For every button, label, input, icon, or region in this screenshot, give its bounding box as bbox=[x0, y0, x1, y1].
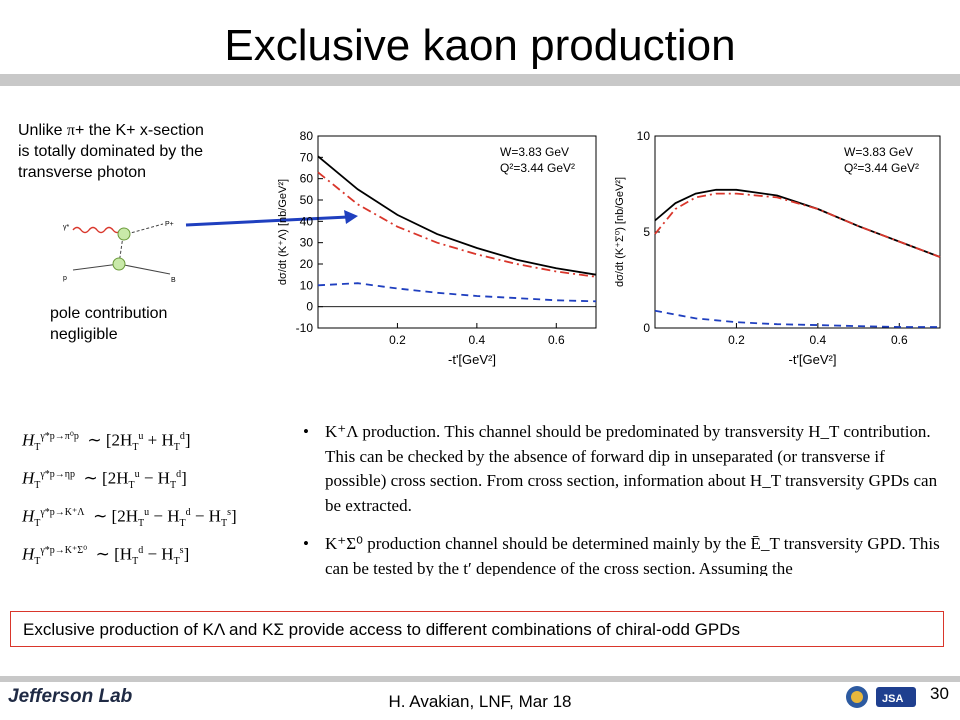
gamma-label: γ* bbox=[63, 224, 70, 231]
left-note-line3: transverse photon bbox=[18, 164, 147, 181]
left-note: Unlike π+ the K+ x-section is totally do… bbox=[18, 120, 258, 183]
baryon-label: B bbox=[171, 277, 176, 284]
x-tick-label: 0.6 bbox=[548, 333, 565, 347]
y-tick-label: -10 bbox=[296, 321, 314, 335]
series-line-dashdot bbox=[654, 192, 941, 258]
y-tick-label: 30 bbox=[300, 236, 314, 250]
y-axis-label: dσ/dt (K⁺Λ) [nb/GeV²] bbox=[277, 179, 289, 285]
pole-note: pole contribution negligible bbox=[50, 303, 250, 345]
annotation-q2: Q²=3.44 GeV² bbox=[500, 161, 575, 175]
x-axis-label: -t'[GeV²] bbox=[448, 352, 496, 367]
jefferson-lab-logo: Jefferson Lab bbox=[8, 686, 133, 707]
equation-2: HTγ*p→K⁺Λ ∼ [2HTu − HTd − HTs] bbox=[22, 506, 237, 530]
y-axis-label: dσ/dt (K⁺Σ⁰) [nb/GeV²] bbox=[615, 177, 626, 287]
series-line-dashdot bbox=[317, 171, 597, 278]
chart-ksigma: 10 5 0 0.2 0.4 0.6 -t'[GeV²] dσ/dt (K⁺Σ⁰) [nb/G… bbox=[615, 129, 941, 367]
svg-text:JSA: JSA bbox=[882, 693, 903, 705]
proton-line bbox=[72, 263, 120, 271]
series-line-solid bbox=[317, 155, 597, 276]
pole-note-line1: pole contribution bbox=[50, 305, 168, 322]
x-tick-label: 0.4 bbox=[810, 333, 827, 347]
y-tick-label: 50 bbox=[300, 193, 314, 207]
series-line-dashed bbox=[654, 309, 940, 328]
y-tick-label: 40 bbox=[300, 214, 314, 228]
y-tick-label: 0 bbox=[643, 321, 650, 335]
equation-3: HTγ*p→K⁺Σ⁰ ∼ [HTd − HTs] bbox=[22, 544, 190, 568]
left-note-line1: Unlike π+ the K+ x-section bbox=[18, 122, 204, 139]
kaon-label: P+ bbox=[165, 221, 174, 228]
title-divider bbox=[0, 74, 960, 86]
bullet-list: • K⁺Λ production. This channel should be… bbox=[300, 420, 950, 595]
y-tick-label: 80 bbox=[300, 129, 314, 143]
pole-note-line2: negligible bbox=[50, 326, 118, 343]
footer-divider bbox=[0, 676, 960, 682]
slide-title: Exclusive kaon production bbox=[224, 21, 736, 70]
series-line-solid bbox=[654, 188, 941, 258]
y-tick-label: 0 bbox=[306, 300, 313, 314]
presenter-line: H. Avakian, LNF, Mar 18 bbox=[388, 692, 572, 711]
page-number: 30 bbox=[930, 684, 949, 703]
bullet-item-klambda: • K⁺Λ production. This channel should be… bbox=[303, 422, 938, 515]
baryon-line bbox=[118, 263, 171, 275]
lab-emblems-icon: JSA bbox=[846, 686, 916, 708]
bullet-item-ksigma: • K⁺Σ⁰ production channel should be dete… bbox=[303, 534, 940, 578]
bullet-text-klambda: K⁺Λ production. This channel should be p… bbox=[325, 422, 938, 515]
annotation-w: W=3.83 GeV bbox=[500, 145, 569, 159]
x-tick-label: 0.2 bbox=[389, 333, 406, 347]
x-axis-label: -t'[GeV²] bbox=[789, 352, 837, 367]
left-note-line2: is totally dominated by the bbox=[18, 143, 203, 160]
bullet-crop bbox=[300, 576, 960, 606]
photon-line bbox=[72, 226, 122, 234]
annotation-w: W=3.83 GeV bbox=[844, 145, 913, 159]
kaon-line bbox=[126, 223, 164, 235]
plot-frame bbox=[317, 135, 597, 329]
y-tick-label: 70 bbox=[300, 150, 314, 164]
pointer-arrow bbox=[185, 210, 358, 227]
equation-0: HTγ*p→π⁰p ∼ [2HTu + HTd] bbox=[22, 430, 191, 454]
chart-klambda: 80 70 60 50 40 30 20 10 0 -10 0.2 0.4 0.6 -t'[GeV²] dσ… bbox=[277, 129, 597, 367]
lower-vertex bbox=[112, 257, 126, 271]
proton-label: p bbox=[63, 275, 67, 282]
y-tick-label: 60 bbox=[300, 172, 314, 186]
bullet-text-ksigma: K⁺Σ⁰ production channel should be determ… bbox=[325, 534, 940, 578]
equation-1: HTγ*p→ηp ∼ [2HTu − HTd] bbox=[22, 468, 187, 492]
y-tick-label: 10 bbox=[300, 278, 314, 292]
feynman-diagram: γ* P+ p B bbox=[63, 221, 176, 284]
series-line-dashed bbox=[317, 282, 597, 303]
x-tick-label: 0.6 bbox=[891, 333, 908, 347]
annotation-q2: Q²=3.44 GeV² bbox=[844, 161, 919, 175]
summary-box: Exclusive production of KΛ and KΣ provid… bbox=[10, 611, 944, 647]
y-tick-label: 20 bbox=[300, 257, 314, 271]
upper-vertex bbox=[117, 227, 131, 241]
equation-block: HTγ*p→π⁰p ∼ [2HTu + HTd] HTγ*p→ηp ∼ [2HTu… bbox=[22, 418, 282, 570]
y-tick-label: 5 bbox=[643, 225, 650, 239]
x-tick-label: 0.4 bbox=[469, 333, 486, 347]
x-tick-label: 0.2 bbox=[728, 333, 745, 347]
y-tick-label: 10 bbox=[637, 129, 651, 143]
